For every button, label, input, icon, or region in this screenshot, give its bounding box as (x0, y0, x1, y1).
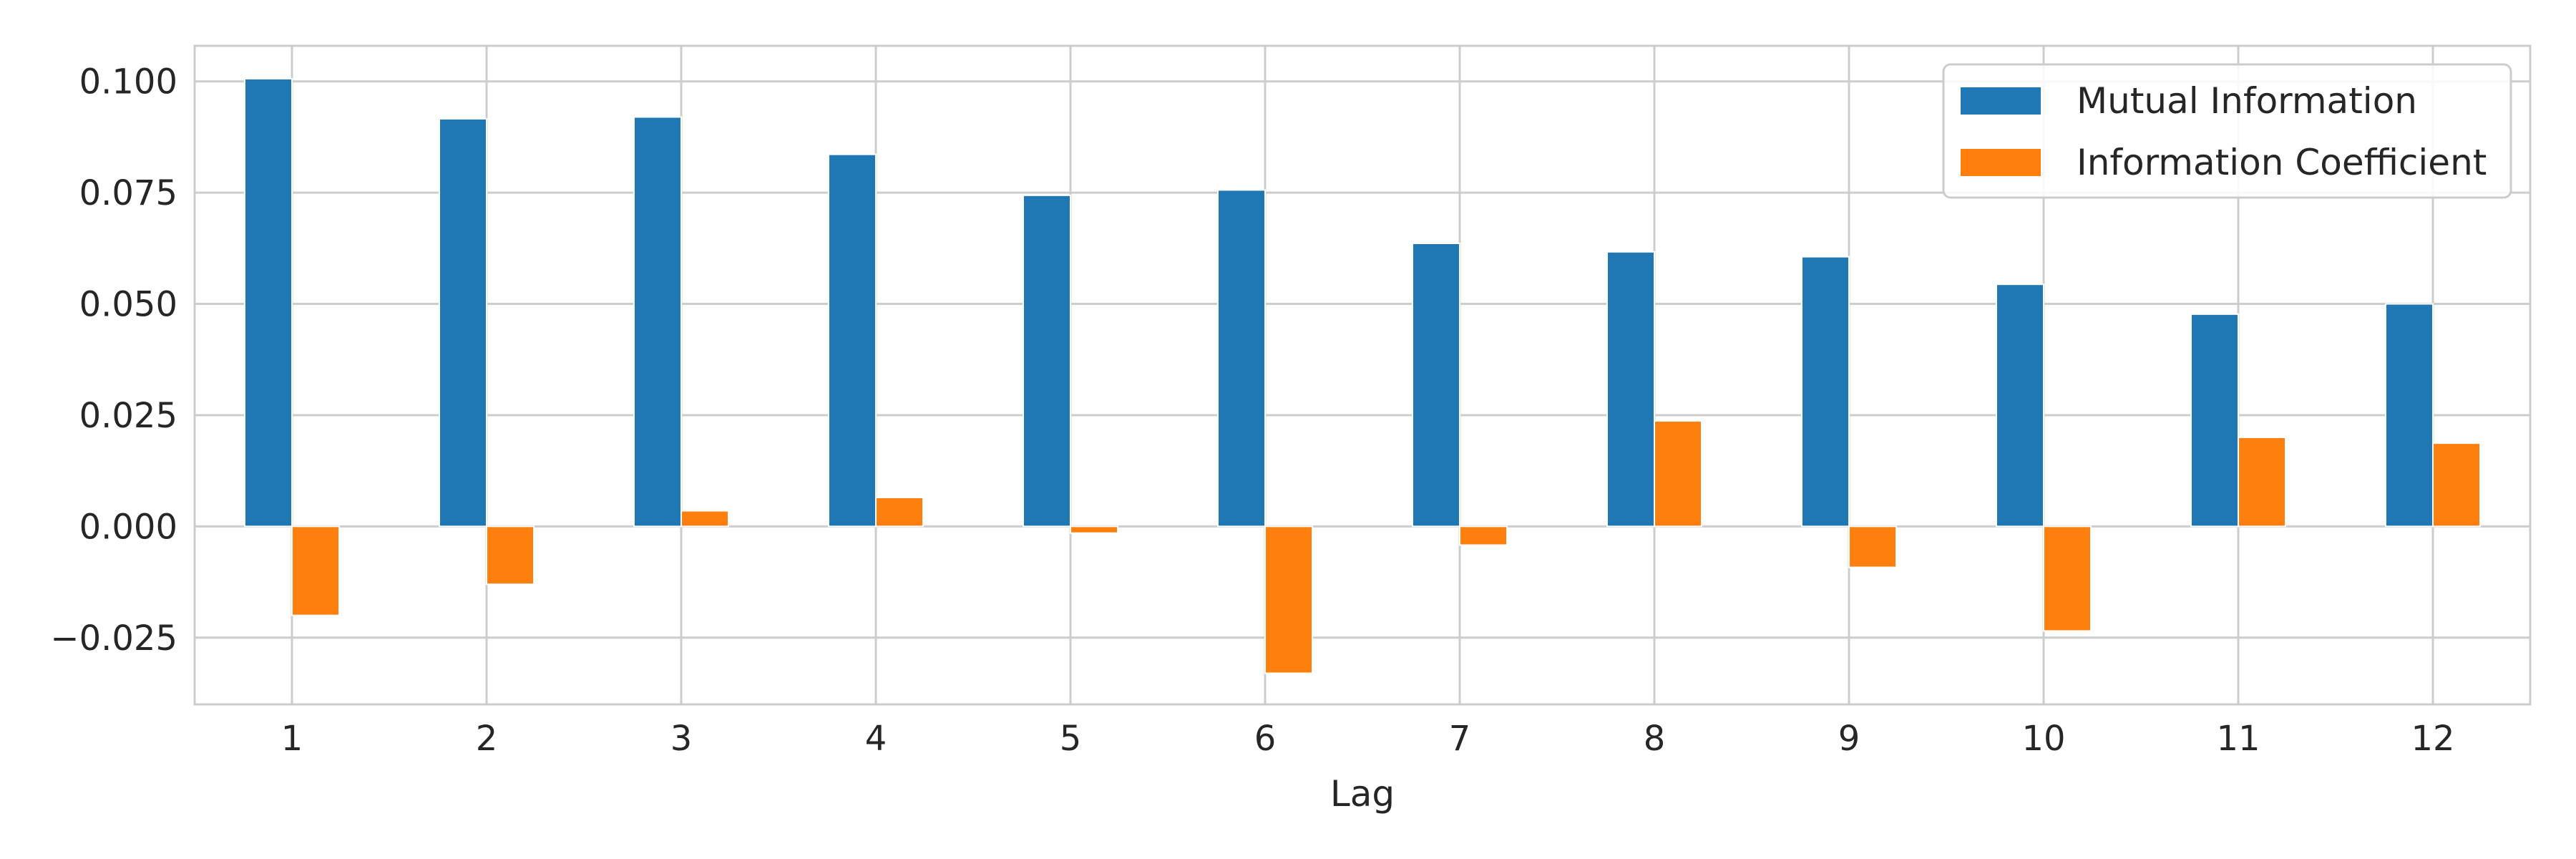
bar-information-coefficient-lag-9 (1848, 525, 1897, 568)
bar-information-coefficient-lag-12 (2432, 442, 2481, 528)
y-tick-label: 0.100 (79, 62, 177, 102)
bar-mutual-information-lag-8 (1606, 251, 1655, 528)
bar-information-coefficient-lag-4 (875, 496, 924, 528)
x-tick-label: 9 (1838, 719, 1860, 759)
legend-swatch-mutual-information (1961, 87, 2041, 115)
bar-information-coefficient-lag-5 (1070, 525, 1118, 534)
legend-label-information-coefficient: Information Coefficient (2077, 142, 2487, 183)
plot-frame (193, 44, 2532, 706)
legend: Mutual Information Information Coefficie… (1942, 63, 2512, 199)
x-axis-label: Lag (1330, 773, 1395, 815)
x-tick-label: 2 (476, 719, 498, 759)
y-tick-label: 0.050 (79, 285, 177, 325)
bar-mutual-information-lag-3 (633, 116, 682, 528)
bar-mutual-information-lag-5 (1023, 194, 1071, 528)
bar-mutual-information-lag-10 (1996, 283, 2044, 528)
bar-information-coefficient-lag-8 (1654, 420, 1702, 528)
x-tick-label: 8 (1644, 719, 1666, 759)
x-tick-label: 3 (670, 719, 693, 759)
y-tick-label: 0.025 (79, 396, 177, 436)
legend-swatch-information-coefficient (1961, 149, 2041, 176)
legend-label-mutual-information: Mutual Information (2077, 80, 2417, 122)
x-tick-label: 5 (1060, 719, 1082, 759)
bar-mutual-information-lag-9 (1801, 256, 1850, 528)
bar-mutual-information-lag-1 (244, 78, 293, 528)
bar-information-coefficient-lag-3 (680, 510, 729, 528)
plot-border (193, 44, 2532, 706)
bar-mutual-information-lag-2 (439, 117, 487, 528)
bar-mutual-information-lag-7 (1412, 243, 1460, 528)
legend-box (1942, 63, 2512, 199)
bar-information-coefficient-lag-7 (1459, 525, 1508, 546)
x-tick-label: 6 (1254, 719, 1277, 759)
y-tick-label: −0.025 (50, 618, 177, 659)
bar-information-coefficient-lag-6 (1264, 525, 1313, 674)
x-tick-label: 1 (281, 719, 303, 759)
bar-mutual-information-lag-4 (828, 153, 877, 528)
bar-information-coefficient-lag-2 (486, 525, 535, 586)
bar-information-coefficient-lag-1 (291, 525, 340, 616)
y-tick-label: 0.075 (79, 173, 177, 213)
x-tick-label: 11 (2216, 719, 2260, 759)
x-tick-label: 7 (1449, 719, 1471, 759)
bar-information-coefficient-lag-11 (2238, 437, 2286, 528)
bar-information-coefficient-lag-10 (2043, 525, 2092, 632)
bar-mutual-information-lag-6 (1217, 189, 1266, 528)
x-tick-label: 12 (2411, 719, 2454, 759)
bars-layer (244, 78, 2481, 674)
y-tick-label: 0.000 (79, 507, 177, 547)
x-tick-label: 10 (2021, 719, 2065, 759)
bar-mutual-information-lag-11 (2190, 313, 2239, 528)
bar-mutual-information-lag-12 (2385, 303, 2434, 528)
x-tick-label: 4 (865, 719, 887, 759)
